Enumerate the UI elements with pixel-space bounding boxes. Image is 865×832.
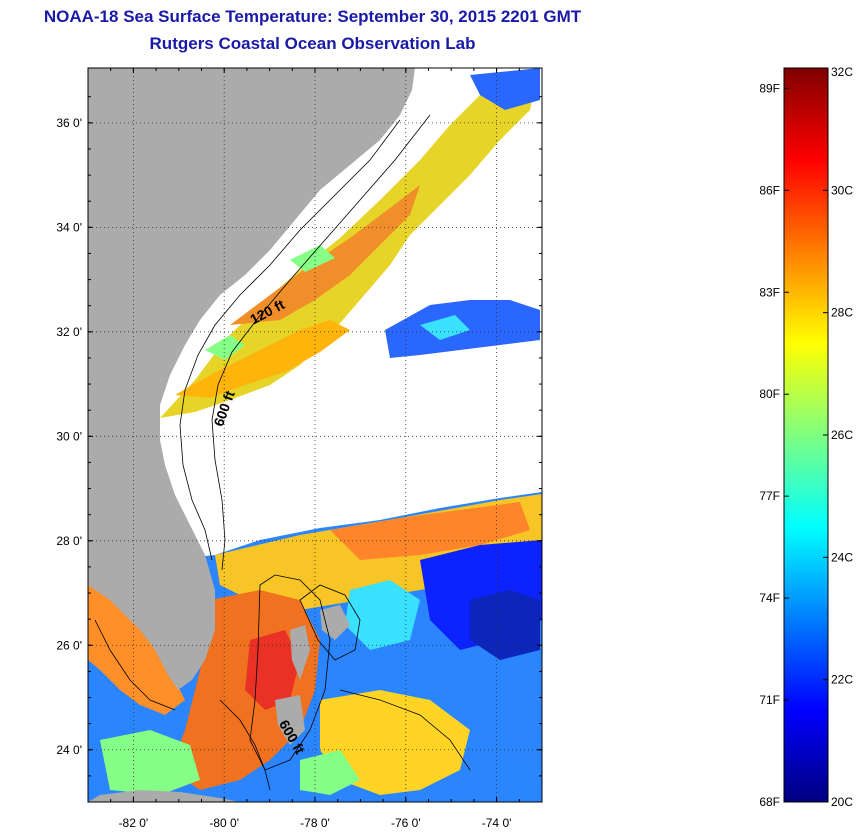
colorbar-fahrenheit-label: 80F [759, 387, 780, 401]
lon-label: -74 0' [482, 816, 512, 830]
map-title: NOAA-18 Sea Surface Temperature: Septemb… [43, 7, 582, 26]
lat-label: 28 0' [56, 534, 82, 548]
lat-label: 24 0' [56, 743, 82, 757]
sst-patch-cyan-mid [345, 580, 420, 650]
lon-label: -82 0' [119, 816, 149, 830]
sst-patch-north-amber [175, 320, 350, 398]
contour-bahamas-bank [249, 574, 331, 771]
colorbar-celsius-labels: 32C 30C 28C 26C 24C 22C 20C [823, 65, 853, 809]
sst-patch-deepblue-east [470, 590, 540, 660]
sst-patch-north-green-2 [290, 245, 335, 272]
contour-bahamas-bank-2 [299, 584, 361, 661]
colorbar-celsius-label: 24C [831, 550, 853, 564]
land-us-southeast [88, 68, 415, 690]
longitude-labels: -82 0' -80 0' -78 0' -76 0' -74 0' [119, 816, 512, 830]
lon-label: -76 0' [391, 816, 421, 830]
colorbar-celsius-label: 30C [831, 183, 853, 197]
land-bahamas-1 [290, 625, 310, 680]
lon-label: -78 0' [300, 816, 330, 830]
sst-patch-cuba-north-yellow [320, 690, 470, 795]
colorbar-fahrenheit-label: 71F [759, 693, 780, 707]
lat-label: 36 0' [56, 116, 82, 130]
latitude-labels: 36 0' 34 0' 32 0' 30 0' 28 0' 26 0' 24 0' [56, 116, 82, 757]
contour-600ft [211, 114, 431, 571]
colorbar-fahrenheit-label: 83F [759, 285, 780, 299]
contour-gulf [94, 619, 176, 711]
lat-label: 30 0' [56, 429, 82, 443]
colorbar-fahrenheit-label: 86F [759, 183, 780, 197]
colorbar-fahrenheit-label: 77F [759, 489, 780, 503]
colorbar-fahrenheit-label: 89F [759, 81, 780, 95]
colorbar-celsius-label: 26C [831, 428, 853, 442]
sst-patch-green-south [300, 750, 360, 795]
sst-patch-north-green [205, 335, 245, 360]
colorbar: 32C 30C 28C 26C 24C 22C 20C 89F 86F 83F 80F 77F 74F… [759, 65, 853, 809]
lat-label: 32 0' [56, 325, 82, 339]
contour-600ft-south [219, 699, 271, 791]
sst-patch-east-cyan [420, 315, 470, 340]
colorbar-fahrenheit-label: 74F [759, 591, 780, 605]
lon-label: -80 0' [209, 816, 239, 830]
colorbar-celsius-label: 32C [831, 65, 853, 79]
lat-label: 26 0' [56, 638, 82, 652]
colorbar-fahrenheit-labels: 89F 86F 83F 80F 77F 74F 71F 68F [759, 81, 789, 809]
sst-patch-bahamas-red [245, 630, 300, 710]
sst-patch-ne-blue [470, 68, 540, 110]
contour-120ft [179, 119, 401, 561]
sst-patch-south-orange [330, 502, 530, 560]
colorbar-celsius-label: 22C [831, 673, 853, 687]
colorbar-fahrenheit-label: 68F [759, 795, 780, 809]
colorbar-celsius-label: 20C [831, 795, 853, 809]
axis-ticks [88, 68, 542, 802]
sst-patch-southwest-green [100, 730, 200, 795]
lat-label: 34 0' [56, 220, 82, 234]
colorbar-gradient [784, 68, 828, 802]
colorbar-celsius-label: 28C [831, 306, 853, 320]
land-bahamas-3 [275, 695, 305, 745]
map-subtitle: Rutgers Coastal Ocean Observation Lab [149, 34, 476, 53]
